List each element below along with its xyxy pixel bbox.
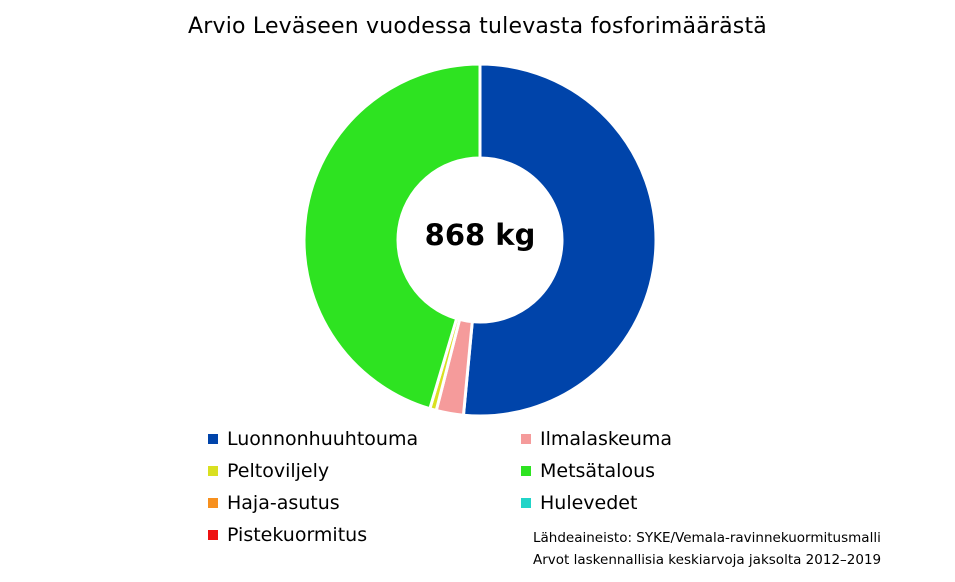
- donut-center-total: 868 kg: [424, 218, 536, 252]
- legend-item-haja-asutus: Haja-asutus: [208, 490, 340, 516]
- legend-item-luonnonhuuhtouma: Luonnonhuuhtouma: [208, 426, 418, 452]
- chart-title: Arvio Leväseen vuodessa tulevasta fosfor…: [188, 14, 767, 39]
- legend-label: Haja-asutus: [227, 492, 340, 514]
- legend-item-pistekuormitus: Pistekuormitus: [208, 522, 367, 548]
- legend-item-peltoviljely: Peltoviljely: [208, 458, 329, 484]
- legend-swatch: [208, 434, 218, 444]
- legend-label: Ilmalaskeuma: [540, 428, 673, 450]
- legend-swatch: [521, 434, 531, 444]
- legend-swatch: [208, 498, 218, 508]
- legend-swatch: [521, 498, 531, 508]
- legend-label: Hulevedet: [540, 492, 638, 514]
- legend-item-ilmalaskeuma: Ilmalaskeuma: [521, 426, 672, 452]
- legend-item-hulevedet: Hulevedet: [521, 490, 637, 516]
- slice-metsatalous: [302, 62, 482, 411]
- legend-swatch: [208, 466, 218, 476]
- slice-luonnonhuuhtouma: [461, 62, 658, 418]
- legend-label: Peltoviljely: [227, 460, 330, 482]
- legend-label: Luonnonhuuhtouma: [227, 428, 419, 450]
- legend-item-metsatalous: Metsätalous: [521, 458, 655, 484]
- legend-swatch: [208, 530, 218, 540]
- source-note: Lähdeaineisto: SYKE/Vemala-ravinnekuormi…: [533, 530, 881, 546]
- legend-label: Metsätalous: [540, 460, 656, 482]
- period-note: Arvot laskennallisia keskiarvoja jaksolt…: [533, 552, 882, 568]
- legend-label: Pistekuormitus: [227, 524, 368, 546]
- legend-swatch: [521, 466, 531, 476]
